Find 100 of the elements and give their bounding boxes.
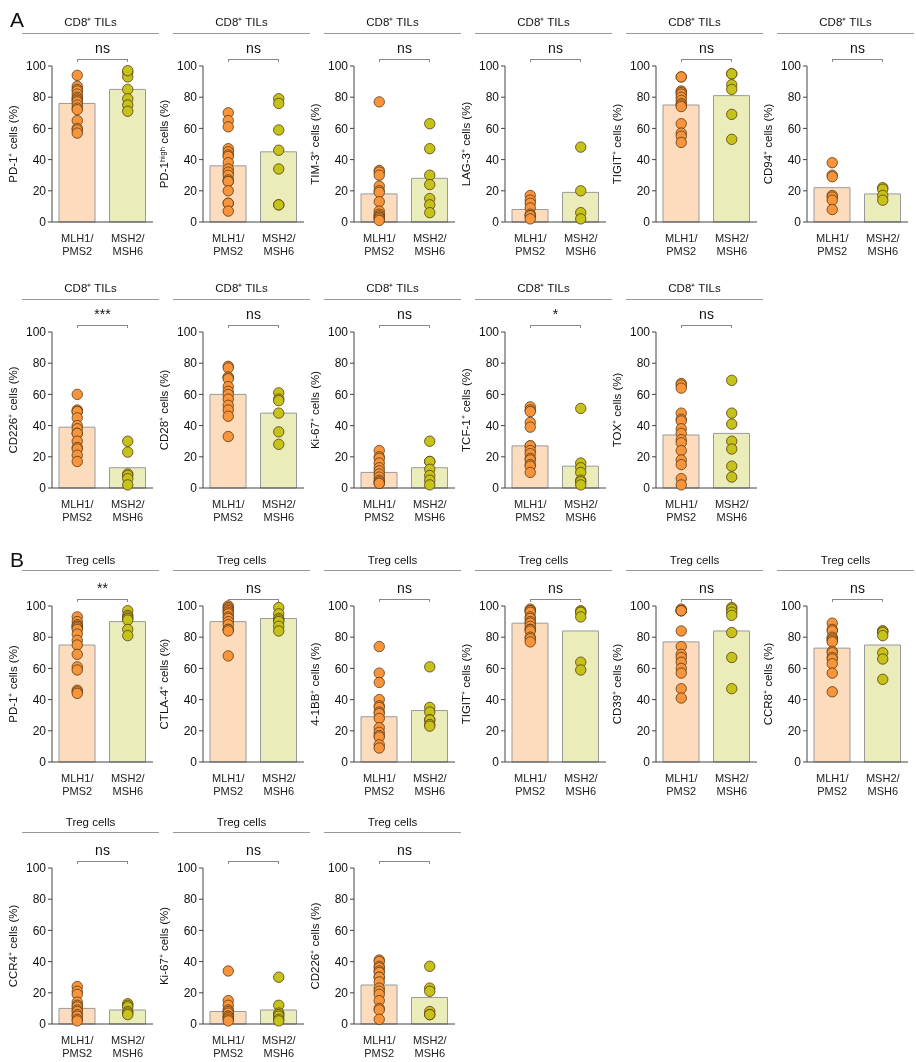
chart-title: Treg cells <box>777 554 914 571</box>
x-tick-label: MLH1/PMS2 <box>61 772 95 797</box>
x-tick-label: MSH2/MSH6 <box>110 1034 146 1059</box>
y-axis-title: CCR4⁺ cells (%) <box>7 904 19 988</box>
text: ns <box>245 306 262 322</box>
y-tick-label: 100 <box>25 59 47 74</box>
y-axis-title: CD94⁺ cells (%) <box>762 103 774 185</box>
y-tick-label: 60 <box>183 121 198 136</box>
y-axis-title: TOX⁺ cells (%) <box>611 372 623 448</box>
y-axis-title: TIGIT⁺ cells (%) <box>611 103 623 185</box>
y-tick-label: 40 <box>334 692 349 707</box>
y-tick-label: 100 <box>478 599 500 614</box>
y-tick-label: 40 <box>787 692 802 707</box>
chart-title: Treg cells <box>173 554 310 571</box>
y-tick-label: 40 <box>334 954 349 969</box>
y-tick-label: 100 <box>327 59 349 74</box>
y-tick-label: 60 <box>183 923 198 938</box>
y-axis-title: 4-1BB⁺ cells (%) <box>309 642 321 726</box>
chart-title: CD8⁺ TILs <box>475 280 612 300</box>
y-tick-label: 80 <box>32 630 47 645</box>
x-tick-label: MSH2/MSH6 <box>412 498 448 523</box>
y-tick-label: 60 <box>334 923 349 938</box>
chart-title: CD8⁺ TILs <box>22 280 159 300</box>
x-tick-label: MLH1/PMS2 <box>665 232 699 257</box>
text: B <box>10 548 25 572</box>
y-tick-label: 0 <box>341 215 349 230</box>
chart-title: Treg cells <box>173 816 310 833</box>
x-tick-label: MLH1/PMS2 <box>514 498 548 523</box>
y-tick-label: 20 <box>334 184 349 199</box>
y-tick-label: 80 <box>334 630 349 645</box>
x-tick-label: MSH2/MSH6 <box>261 232 297 257</box>
y-tick-label: 80 <box>334 356 349 371</box>
y-tick-label: 60 <box>32 387 47 402</box>
y-tick-label: 80 <box>787 90 802 105</box>
y-tick-label: 40 <box>485 418 500 433</box>
text: ns <box>849 580 866 596</box>
text: ns <box>396 306 413 322</box>
y-tick-label: 40 <box>334 418 349 433</box>
x-tick-label: MLH1/PMS2 <box>212 498 246 523</box>
y-tick-label: 0 <box>190 481 198 496</box>
y-tick-label: 40 <box>485 152 500 167</box>
y-tick-label: 60 <box>183 661 198 676</box>
y-tick-label: 100 <box>478 59 500 74</box>
y-axis-title: CD28⁺ cells (%) <box>158 369 170 451</box>
x-tick-label: MSH2/MSH6 <box>412 232 448 257</box>
chart-title: Treg cells <box>324 554 461 571</box>
text: ns <box>94 40 111 56</box>
y-tick-label: 40 <box>636 692 651 707</box>
y-tick-label: 0 <box>190 215 198 230</box>
y-tick-label: 0 <box>492 215 500 230</box>
y-tick-label: 0 <box>643 755 651 770</box>
text: * <box>551 306 560 322</box>
x-tick-label: MSH2/MSH6 <box>261 498 297 523</box>
text: ns <box>547 40 564 56</box>
y-tick-label: 100 <box>780 59 802 74</box>
y-tick-label: 60 <box>32 121 47 136</box>
x-tick-label: MLH1/PMS2 <box>514 772 548 797</box>
x-tick-label: MSH2/MSH6 <box>110 498 146 523</box>
chart-title: Treg cells <box>22 816 159 833</box>
x-tick-label: MSH2/MSH6 <box>261 772 297 797</box>
y-tick-label: 100 <box>327 861 349 876</box>
y-tick-label: 100 <box>176 59 198 74</box>
chart-title: CD8⁺ TILs <box>324 14 461 34</box>
y-tick-label: 20 <box>183 986 198 1001</box>
chart-title: CD8⁺ TILs <box>626 14 763 34</box>
y-tick-label: 80 <box>636 630 651 645</box>
x-tick-label: MSH2/MSH6 <box>412 772 448 797</box>
y-tick-label: 40 <box>183 152 198 167</box>
y-tick-label: 40 <box>485 692 500 707</box>
y-tick-label: 20 <box>334 450 349 465</box>
x-tick-label: MSH2/MSH6 <box>563 498 599 523</box>
y-tick-label: 20 <box>485 450 500 465</box>
chart-title: Treg cells <box>324 816 461 833</box>
y-axis-title: CCR8⁺ cells (%) <box>762 642 774 726</box>
x-tick-label: MSH2/MSH6 <box>714 232 750 257</box>
y-tick-label: 40 <box>787 152 802 167</box>
y-axis-title: CD226⁺ cells (%) <box>7 366 19 454</box>
x-tick-label: MLH1/PMS2 <box>363 232 397 257</box>
y-tick-label: 20 <box>32 724 47 739</box>
y-tick-label: 60 <box>636 387 651 402</box>
x-tick-label: MSH2/MSH6 <box>110 772 146 797</box>
y-tick-label: 60 <box>787 121 802 136</box>
text: *** <box>93 306 112 322</box>
y-tick-label: 0 <box>39 755 47 770</box>
x-tick-label: MSH2/MSH6 <box>110 232 146 257</box>
y-tick-label: 0 <box>492 481 500 496</box>
y-tick-label: 20 <box>183 450 198 465</box>
x-tick-label: MSH2/MSH6 <box>865 232 901 257</box>
y-tick-label: 0 <box>794 215 802 230</box>
text: ns <box>245 842 262 858</box>
x-tick-label: MLH1/PMS2 <box>61 498 95 523</box>
y-tick-label: 60 <box>485 661 500 676</box>
x-tick-label: MLH1/PMS2 <box>212 772 246 797</box>
y-tick-label: 100 <box>629 325 651 340</box>
y-tick-label: 100 <box>176 599 198 614</box>
text: ns <box>698 306 715 322</box>
y-axis-title: Ki-67⁺ cells (%) <box>309 370 321 450</box>
y-tick-label: 100 <box>25 599 47 614</box>
y-tick-label: 80 <box>334 892 349 907</box>
y-tick-label: 20 <box>32 450 47 465</box>
